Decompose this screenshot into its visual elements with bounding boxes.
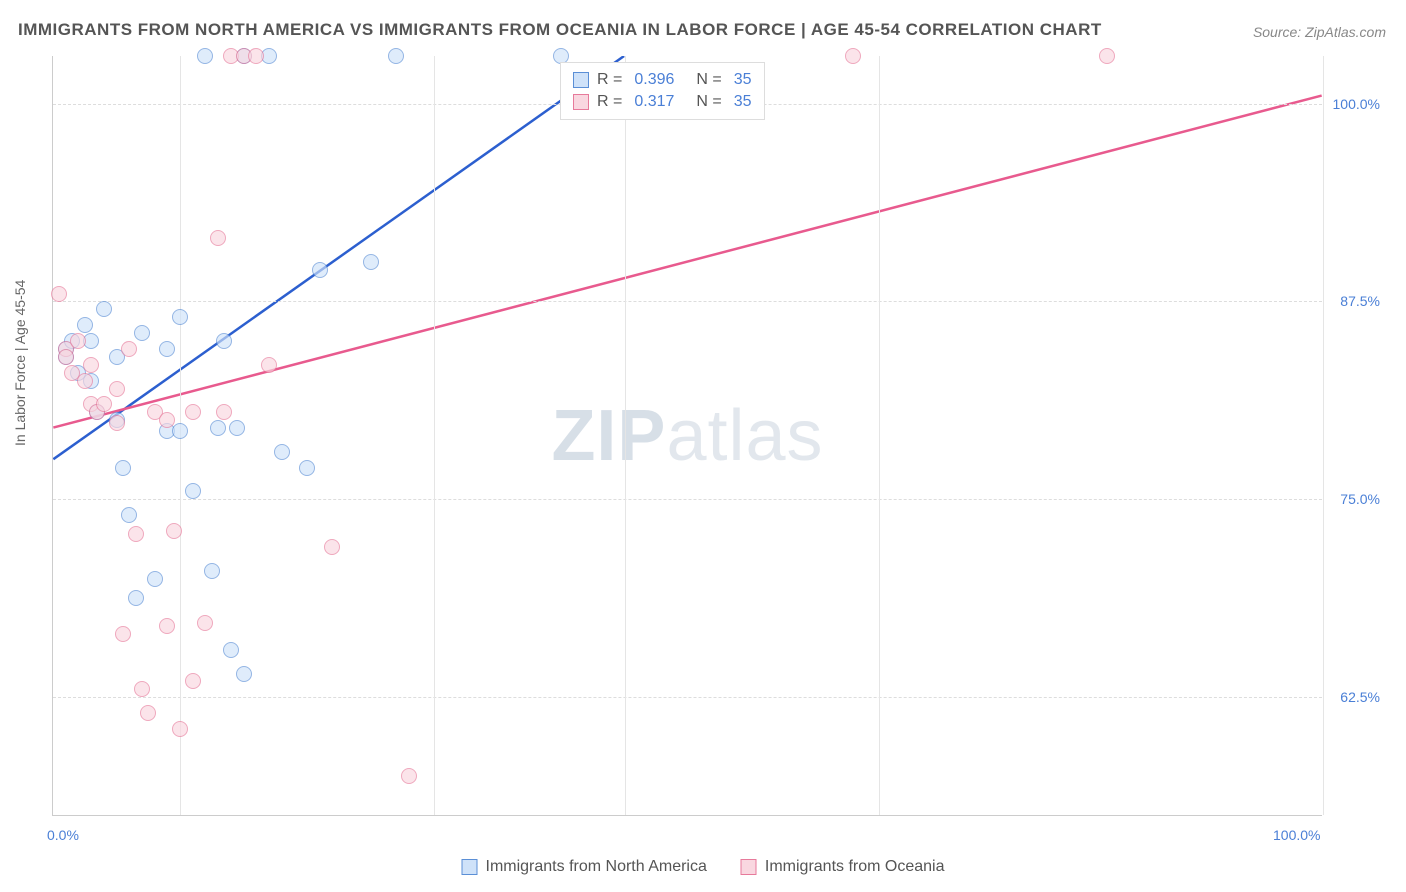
x-tick-label: 0.0% bbox=[47, 827, 79, 843]
legend-swatch bbox=[462, 859, 478, 875]
gridline-vertical bbox=[625, 56, 626, 815]
series-legend: Immigrants from North America Immigrants … bbox=[462, 858, 945, 876]
gridline-horizontal bbox=[53, 301, 1322, 302]
legend-swatch bbox=[573, 94, 589, 110]
scatter-point bbox=[363, 254, 379, 270]
gridline-horizontal bbox=[53, 697, 1322, 698]
y-axis-label: In Labor Force | Age 45-54 bbox=[12, 280, 28, 446]
scatter-point bbox=[96, 396, 112, 412]
scatter-point bbox=[58, 349, 74, 365]
scatter-point bbox=[216, 404, 232, 420]
scatter-point bbox=[109, 381, 125, 397]
legend-swatch bbox=[741, 859, 757, 875]
scatter-point bbox=[216, 333, 232, 349]
scatter-point bbox=[197, 615, 213, 631]
scatter-point bbox=[159, 618, 175, 634]
legend-swatch bbox=[573, 72, 589, 88]
scatter-point bbox=[388, 48, 404, 64]
scatter-point bbox=[236, 666, 252, 682]
regression-lines-layer bbox=[53, 56, 1322, 815]
scatter-point bbox=[121, 341, 137, 357]
scatter-point bbox=[274, 444, 290, 460]
scatter-point bbox=[324, 539, 340, 555]
gridline-vertical bbox=[434, 56, 435, 815]
scatter-point bbox=[115, 626, 131, 642]
scatter-point bbox=[845, 48, 861, 64]
r-label: R = bbox=[597, 71, 622, 89]
scatter-point bbox=[140, 705, 156, 721]
scatter-point bbox=[159, 341, 175, 357]
scatter-point bbox=[185, 673, 201, 689]
y-tick-label: 62.5% bbox=[1340, 689, 1380, 705]
scatter-point bbox=[172, 423, 188, 439]
r-label: R = bbox=[597, 93, 622, 111]
legend-row: R = 0.396 N = 35 bbox=[573, 69, 752, 91]
scatter-point bbox=[83, 357, 99, 373]
y-tick-label: 75.0% bbox=[1340, 491, 1380, 507]
scatter-point bbox=[223, 642, 239, 658]
gridline-vertical bbox=[1323, 56, 1324, 815]
legend-row: R = 0.317 N = 35 bbox=[573, 91, 752, 113]
n-label: N = bbox=[696, 93, 721, 111]
scatter-point bbox=[172, 309, 188, 325]
scatter-point bbox=[166, 523, 182, 539]
scatter-point bbox=[134, 325, 150, 341]
chart-title: IMMIGRANTS FROM NORTH AMERICA VS IMMIGRA… bbox=[18, 20, 1102, 40]
legend-label: Immigrants from Oceania bbox=[765, 858, 945, 876]
scatter-point bbox=[172, 721, 188, 737]
scatter-point bbox=[70, 333, 86, 349]
scatter-point bbox=[96, 301, 112, 317]
y-tick-label: 100.0% bbox=[1333, 96, 1380, 112]
scatter-point bbox=[229, 420, 245, 436]
scatter-point bbox=[51, 286, 67, 302]
scatter-point bbox=[159, 412, 175, 428]
scatter-point bbox=[261, 357, 277, 373]
r-value: 0.396 bbox=[634, 71, 674, 89]
scatter-point bbox=[77, 317, 93, 333]
scatter-point bbox=[109, 415, 125, 431]
gridline-vertical bbox=[879, 56, 880, 815]
scatter-point bbox=[185, 483, 201, 499]
scatter-point bbox=[77, 373, 93, 389]
r-value: 0.317 bbox=[634, 93, 674, 111]
scatter-point bbox=[299, 460, 315, 476]
watermark-light: atlas bbox=[666, 396, 823, 476]
scatter-point bbox=[134, 681, 150, 697]
scatter-point bbox=[401, 768, 417, 784]
scatter-point bbox=[312, 262, 328, 278]
scatter-point bbox=[147, 571, 163, 587]
scatter-point bbox=[185, 404, 201, 420]
legend-item: Immigrants from North America bbox=[462, 858, 707, 876]
legend-label: Immigrants from North America bbox=[486, 858, 707, 876]
n-value: 35 bbox=[734, 93, 752, 111]
correlation-legend: R = 0.396 N = 35 R = 0.317 N = 35 bbox=[560, 62, 765, 120]
scatter-point bbox=[121, 507, 137, 523]
chart-plot-area: ZIPatlas 62.5%75.0%87.5%100.0%0.0%100.0% bbox=[52, 56, 1322, 816]
scatter-point bbox=[128, 590, 144, 606]
y-tick-label: 87.5% bbox=[1340, 293, 1380, 309]
scatter-point bbox=[248, 48, 264, 64]
gridline-horizontal bbox=[53, 499, 1322, 500]
scatter-point bbox=[128, 526, 144, 542]
x-tick-label: 100.0% bbox=[1273, 827, 1320, 843]
legend-item: Immigrants from Oceania bbox=[741, 858, 945, 876]
scatter-point bbox=[210, 420, 226, 436]
n-value: 35 bbox=[734, 71, 752, 89]
source-attribution: Source: ZipAtlas.com bbox=[1253, 24, 1386, 40]
scatter-point bbox=[204, 563, 220, 579]
scatter-point bbox=[115, 460, 131, 476]
scatter-point bbox=[197, 48, 213, 64]
watermark: ZIPatlas bbox=[551, 395, 823, 477]
n-label: N = bbox=[696, 71, 721, 89]
regression-line bbox=[53, 96, 1321, 428]
scatter-point bbox=[210, 230, 226, 246]
regression-line bbox=[53, 56, 624, 459]
scatter-point bbox=[1099, 48, 1115, 64]
watermark-bold: ZIP bbox=[551, 396, 666, 476]
